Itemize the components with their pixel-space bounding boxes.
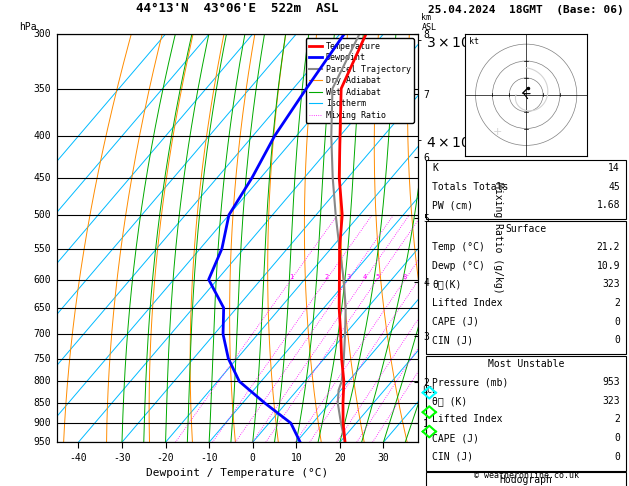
Text: 600: 600 <box>33 275 51 284</box>
Legend: Temperature, Dewpoint, Parcel Trajectory, Dry Adiabat, Wet Adiabat, Isotherm, Mi: Temperature, Dewpoint, Parcel Trajectory… <box>306 38 414 123</box>
Text: 1.68: 1.68 <box>596 200 620 210</box>
Bar <box>426 472 626 486</box>
Text: 850: 850 <box>33 398 51 408</box>
Text: 0: 0 <box>614 316 620 327</box>
Text: 0: 0 <box>614 335 620 345</box>
Text: CIN (J): CIN (J) <box>433 335 474 345</box>
Text: hPa: hPa <box>19 21 36 32</box>
Text: 750: 750 <box>33 353 51 364</box>
Text: 950: 950 <box>33 437 51 447</box>
Text: 0: 0 <box>614 433 620 443</box>
Text: Lifted Index: Lifted Index <box>433 415 503 424</box>
Text: 650: 650 <box>33 303 51 313</box>
Text: 5: 5 <box>375 274 379 279</box>
Text: 14: 14 <box>608 163 620 173</box>
Text: 953: 953 <box>602 377 620 387</box>
Text: 300: 300 <box>33 29 51 39</box>
Bar <box>426 356 626 471</box>
Text: K: K <box>433 163 438 173</box>
Bar <box>426 160 626 219</box>
Text: 21.2: 21.2 <box>596 242 620 252</box>
Text: 4: 4 <box>362 274 367 279</box>
Text: 900: 900 <box>33 418 51 428</box>
Text: 800: 800 <box>33 376 51 386</box>
Text: 323: 323 <box>602 396 620 406</box>
Text: θᴄ (K): θᴄ (K) <box>433 396 468 406</box>
Text: 1: 1 <box>289 274 293 279</box>
Text: 450: 450 <box>33 173 51 183</box>
Text: 550: 550 <box>33 243 51 254</box>
Text: CIN (J): CIN (J) <box>433 451 474 462</box>
Text: 500: 500 <box>33 210 51 220</box>
Text: Most Unstable: Most Unstable <box>488 359 564 368</box>
Text: 0: 0 <box>614 451 620 462</box>
Text: 350: 350 <box>33 84 51 94</box>
Text: 3: 3 <box>346 274 350 279</box>
Text: 25.04.2024  18GMT  (Base: 06): 25.04.2024 18GMT (Base: 06) <box>428 4 624 15</box>
Text: Totals Totals: Totals Totals <box>433 182 509 191</box>
Text: 2: 2 <box>614 415 620 424</box>
Text: 323: 323 <box>602 279 620 289</box>
Text: 700: 700 <box>33 329 51 339</box>
Text: Lifted Index: Lifted Index <box>433 298 503 308</box>
Text: Pressure (mb): Pressure (mb) <box>433 377 509 387</box>
Text: 2: 2 <box>325 274 328 279</box>
Text: Hodograph: Hodograph <box>499 475 553 485</box>
X-axis label: Dewpoint / Temperature (°C): Dewpoint / Temperature (°C) <box>147 468 328 478</box>
Text: © weatheronline.co.uk: © weatheronline.co.uk <box>474 470 579 480</box>
Text: Surface: Surface <box>506 224 547 234</box>
Text: CAPE (J): CAPE (J) <box>433 433 479 443</box>
Text: LCL: LCL <box>423 386 437 395</box>
Text: PW (cm): PW (cm) <box>433 200 474 210</box>
Text: θᴄ(K): θᴄ(K) <box>433 279 462 289</box>
Text: 2: 2 <box>614 298 620 308</box>
Y-axis label: Mixing Ratio (g/kg): Mixing Ratio (g/kg) <box>493 182 503 294</box>
Text: CAPE (J): CAPE (J) <box>433 316 479 327</box>
Text: kt: kt <box>469 37 479 46</box>
Text: 45: 45 <box>608 182 620 191</box>
Text: 8: 8 <box>403 274 407 279</box>
Text: 400: 400 <box>33 131 51 141</box>
Text: km
ASL: km ASL <box>421 13 437 32</box>
Text: 10.9: 10.9 <box>596 261 620 271</box>
Text: +: + <box>493 127 502 137</box>
Bar <box>426 221 626 354</box>
Text: 44°13'N  43°06'E  522m  ASL: 44°13'N 43°06'E 522m ASL <box>136 1 338 15</box>
Text: Dewp (°C): Dewp (°C) <box>433 261 486 271</box>
Text: Temp (°C): Temp (°C) <box>433 242 486 252</box>
